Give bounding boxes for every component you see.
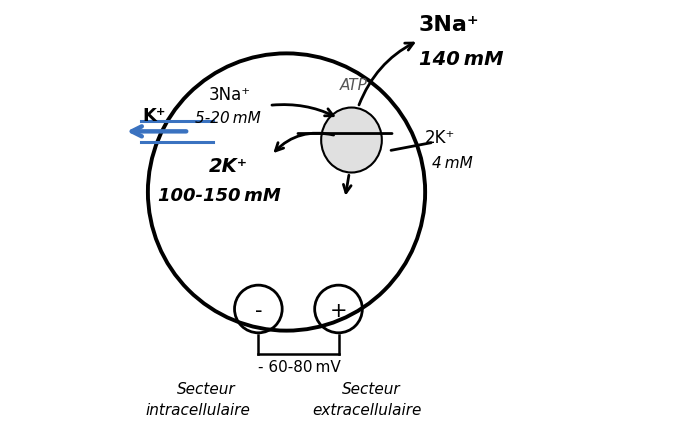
Text: - 60-80 mV: - 60-80 mV xyxy=(258,360,341,375)
Text: 5-20 mM: 5-20 mM xyxy=(195,111,261,126)
Text: 3Na⁺: 3Na⁺ xyxy=(418,15,479,35)
Text: K⁺: K⁺ xyxy=(143,107,166,125)
Text: extracellulaire: extracellulaire xyxy=(312,403,421,418)
Text: Secteur: Secteur xyxy=(177,382,236,397)
Text: 100-150 mM: 100-150 mM xyxy=(158,187,281,205)
Text: 2K⁺: 2K⁺ xyxy=(425,129,456,147)
Text: 140 mM: 140 mM xyxy=(418,51,503,69)
Text: 3Na⁺: 3Na⁺ xyxy=(209,85,251,103)
Text: -: - xyxy=(255,301,262,321)
Text: ATP: ATP xyxy=(340,78,368,93)
Text: 2K⁺: 2K⁺ xyxy=(209,157,248,176)
Text: 4 mM: 4 mM xyxy=(432,157,473,171)
Ellipse shape xyxy=(321,108,382,173)
Text: Secteur: Secteur xyxy=(342,382,400,397)
Text: intracellulaire: intracellulaire xyxy=(146,403,250,418)
Text: +: + xyxy=(330,301,347,321)
